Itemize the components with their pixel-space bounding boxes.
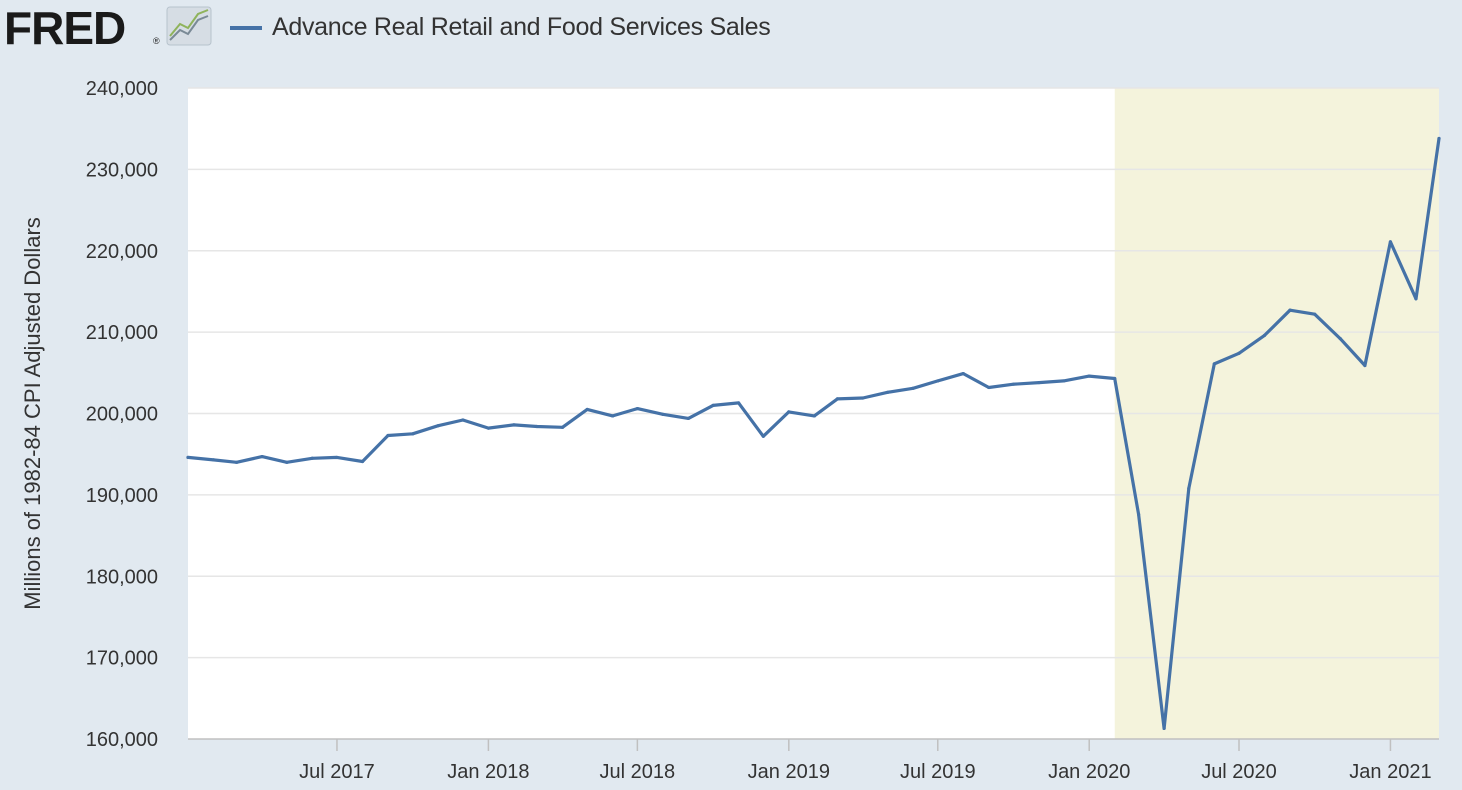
x-tick-label: Jan 2019 [748,761,830,783]
series-group [186,136,1441,731]
data-point [1338,337,1342,341]
data-point [211,458,216,462]
data-point [411,432,415,436]
data-point [1187,486,1191,490]
legend-series-swatch [230,26,262,30]
x-tick-label: Jul 2018 [600,761,676,783]
data-point [1062,379,1066,383]
data-point [611,414,615,418]
fred-graph-icon [166,6,212,46]
data-point [1437,136,1441,141]
x-tick-label: Jan 2018 [447,761,529,783]
y-tick-label: 160,000 [86,729,158,751]
data-point [861,396,865,400]
data-point [436,424,440,428]
y-tick-label: 180,000 [86,566,158,588]
grid-lines [188,87,1439,659]
y-tick-label: 230,000 [86,159,158,181]
data-point [1414,297,1418,301]
data-point [1363,363,1367,368]
data-point [560,425,565,429]
data-point [737,401,741,405]
data-point [1212,362,1216,366]
data-point [1162,726,1166,731]
data-point [461,418,465,422]
data-point [885,390,890,394]
data-point [1388,240,1393,244]
data-point [711,403,715,407]
x-tick-label: Jul 2017 [299,761,375,783]
data-point [936,379,940,383]
x-tick-label: Jul 2019 [900,761,976,783]
data-point [686,416,691,420]
y-tick-label: 170,000 [86,648,158,670]
data-point [635,407,639,411]
data-point [761,434,765,438]
data-point [1136,512,1141,517]
x-tick-label: Jul 2020 [1201,761,1277,783]
data-point [260,455,264,459]
fred-registered-mark: ® [153,36,160,46]
data-point [1011,382,1016,386]
data-point [285,460,289,464]
data-point [360,459,365,464]
data-point [310,456,314,460]
y-tick-label: 190,000 [86,485,158,507]
data-point [1037,380,1041,385]
data-point [835,397,839,401]
data-point [234,460,239,464]
data-point [1087,374,1091,378]
x-tick-label: Jan 2021 [1349,761,1431,783]
data-point [911,386,915,390]
data-point [961,372,965,376]
y-tick-label: 200,000 [86,404,158,426]
data-point [535,424,539,429]
data-point [787,410,791,414]
data-point [386,433,390,438]
data-point [1237,351,1241,355]
data-point [1113,376,1117,381]
x-tick-label: Jan 2020 [1048,761,1130,783]
y-tick-label: 240,000 [86,78,158,100]
y-tick-label: 210,000 [86,322,158,344]
y-axis-title: Millions of 1982-84 CPI Adjusted Dollars [20,217,45,610]
fred-logo[interactable]: FRED [4,2,126,54]
y-tick-label: 220,000 [86,241,158,263]
data-point [335,455,339,460]
data-point [512,423,516,427]
data-point [1262,333,1267,337]
data-point [987,385,991,390]
data-point [186,455,190,460]
data-point [1313,312,1317,316]
data-point [1288,308,1292,312]
series-title[interactable]: Advance Real Retail and Food Services Sa… [272,13,771,41]
data-point [812,414,816,418]
data-point [661,412,665,416]
x-axis: Jul 2017 Jan 2018 Jul 2018 Jan 2019 Jul 2019… [188,738,1439,783]
data-point [486,426,491,430]
chart-header: FRED ® Advance Real Retail and Food Serv… [0,0,1462,60]
data-point [585,407,589,412]
y-axis: 160,000 170,000 180,000 190,000 200,000 210,0… [86,78,158,751]
